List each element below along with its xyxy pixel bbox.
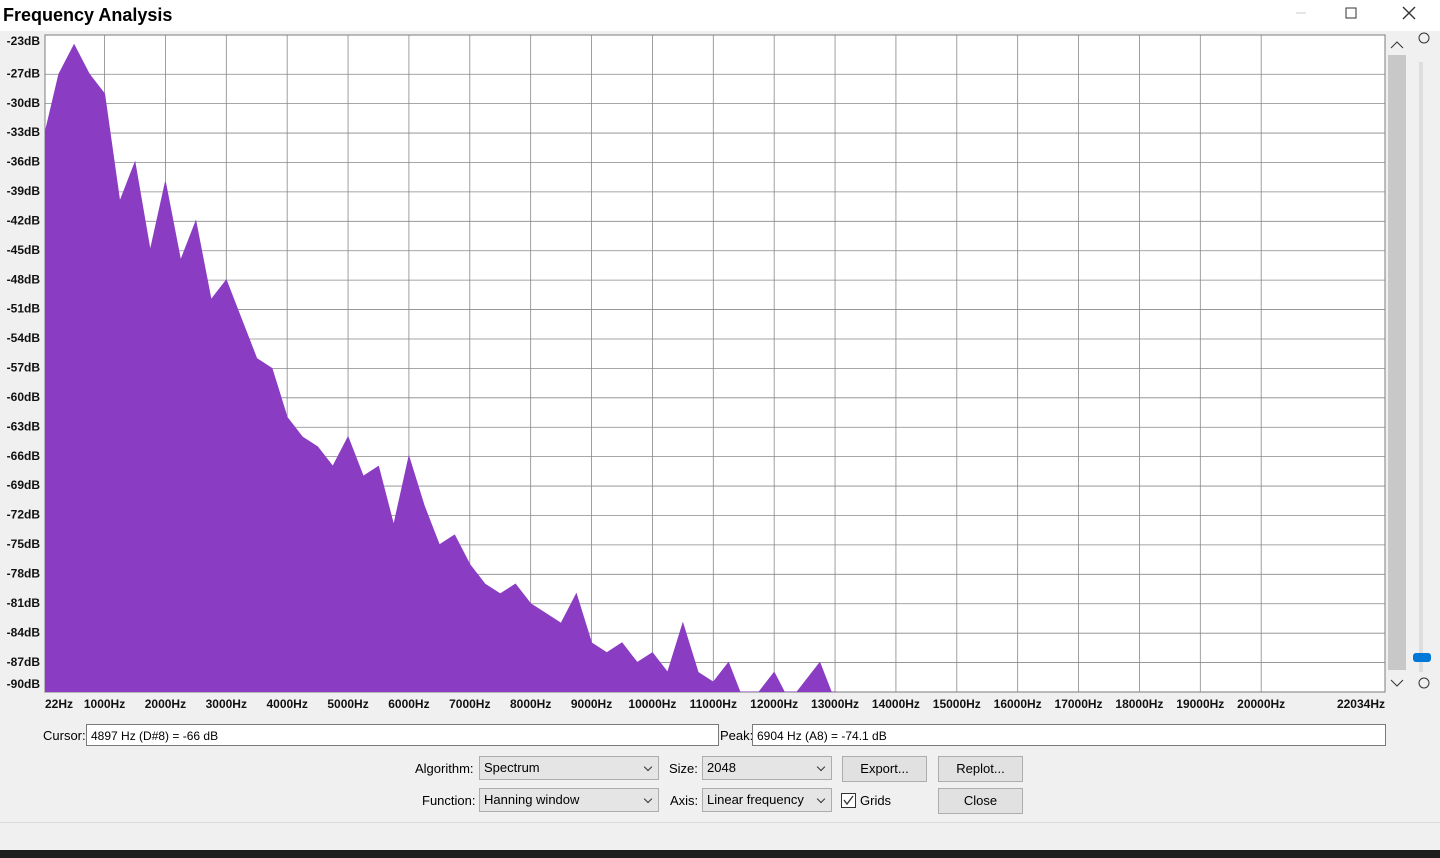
function-label: Function:: [422, 793, 476, 808]
chart: -23dB -27dB -30dB -33dB -36dB -39dB -42dB -45dB…: [7, 32, 1431, 711]
y-tick-label: -90dB: [7, 677, 41, 691]
y-tick-label: -33dB: [7, 125, 41, 139]
cursor-field: 4897 Hz (D#8) = -66 dB: [86, 724, 719, 746]
axis-select[interactable]: Linear frequency: [702, 788, 832, 812]
y-tick-label: -81dB: [7, 596, 41, 610]
grids-label: Grids: [860, 793, 892, 808]
x-tick-label: 18000Hz: [1115, 697, 1163, 711]
y-tick-label: -23dB: [7, 34, 41, 48]
replot-button[interactable]: Replot...: [938, 756, 1023, 782]
x-tick-label: 9000Hz: [571, 697, 612, 711]
zoom-track: [1419, 62, 1423, 672]
size-select[interactable]: 2048: [702, 756, 832, 780]
y-tick-label: -54dB: [7, 331, 41, 345]
window-controls: [1296, 6, 1416, 20]
function-select[interactable]: Hanning window: [479, 788, 659, 812]
close-window[interactable]: [1402, 6, 1416, 20]
y-tick-label: -72dB: [7, 508, 41, 522]
y-tick-label: -42dB: [7, 213, 41, 227]
x-tick-label: 7000Hz: [449, 697, 490, 711]
x-tick-label: 8000Hz: [510, 697, 551, 711]
x-tick-label: 4000Hz: [266, 697, 307, 711]
zoom-out[interactable]: [1418, 677, 1430, 689]
y-tick-label: -45dB: [7, 243, 41, 257]
y-tick-label: -27dB: [7, 66, 41, 80]
y-tick-label: -63dB: [7, 419, 41, 433]
y-tick-label: -87dB: [7, 655, 41, 669]
x-tick-label: 17000Hz: [1055, 697, 1103, 711]
x-tick-label: 19000Hz: [1176, 697, 1224, 711]
x-tick-label: 12000Hz: [750, 697, 798, 711]
y-tick-label: -39dB: [7, 184, 41, 198]
scrollbar[interactable]: [1388, 55, 1406, 670]
divider: [0, 822, 1440, 823]
algorithm-label: Algorithm:: [415, 761, 474, 776]
y-tick-label: -69dB: [7, 478, 41, 492]
x-tick-label: 22Hz: [45, 697, 73, 711]
spectrum-area: [45, 43, 836, 692]
y-tick-label: -57dB: [7, 361, 41, 375]
maximize[interactable]: [1345, 7, 1357, 19]
taskbar-edge: [0, 850, 1440, 858]
y-tick-label: -51dB: [7, 302, 41, 316]
x-tick-label: 22034Hz: [1337, 697, 1385, 711]
x-tick-label: 13000Hz: [811, 697, 859, 711]
zoom-in[interactable]: [1418, 32, 1430, 44]
x-tick-label: 3000Hz: [206, 697, 247, 711]
zoom-slider[interactable]: [1413, 653, 1431, 662]
peak-label: Peak:: [720, 728, 754, 743]
x-tick-label: 20000Hz: [1237, 697, 1285, 711]
x-tick-label: 14000Hz: [872, 697, 920, 711]
algorithm-select[interactable]: Spectrum: [479, 756, 659, 780]
y-tick-label: -48dB: [7, 272, 41, 286]
title-bar: Frequency Analysis: [0, 0, 1440, 31]
y-tick-label: -75dB: [7, 537, 41, 551]
scroll-arrows[interactable]: [1390, 41, 1404, 687]
close-button[interactable]: Close: [938, 788, 1023, 814]
cursor-label: Cursor:: [43, 728, 86, 743]
axis-label: Axis:: [670, 793, 699, 808]
x-tick-label: 16000Hz: [994, 697, 1042, 711]
y-tick-label: -84dB: [7, 625, 41, 639]
x-tick-label: 11000Hz: [690, 697, 737, 711]
peak-field: 6904 Hz (A8) = -74.1 dB: [752, 724, 1386, 746]
y-tick-label: -30dB: [7, 96, 41, 110]
x-tick-label: 10000Hz: [628, 697, 676, 711]
x-tick-label: 2000Hz: [145, 697, 186, 711]
grids-checkbox[interactable]: [841, 793, 857, 809]
window-title: Frequency Analysis: [3, 5, 173, 25]
export-button[interactable]: Export...: [842, 756, 927, 782]
x-tick-label: 5000Hz: [327, 697, 368, 711]
size-label: Size:: [669, 761, 698, 776]
y-tick-label: -66dB: [7, 449, 41, 463]
y-tick-label: -60dB: [7, 390, 41, 404]
y-tick-label: -78dB: [7, 567, 41, 581]
x-tick-label: 6000Hz: [388, 697, 429, 711]
x-tick-label: 15000Hz: [933, 697, 981, 711]
x-tick-label: 1000Hz: [84, 697, 125, 711]
y-tick-label: -36dB: [7, 155, 41, 169]
